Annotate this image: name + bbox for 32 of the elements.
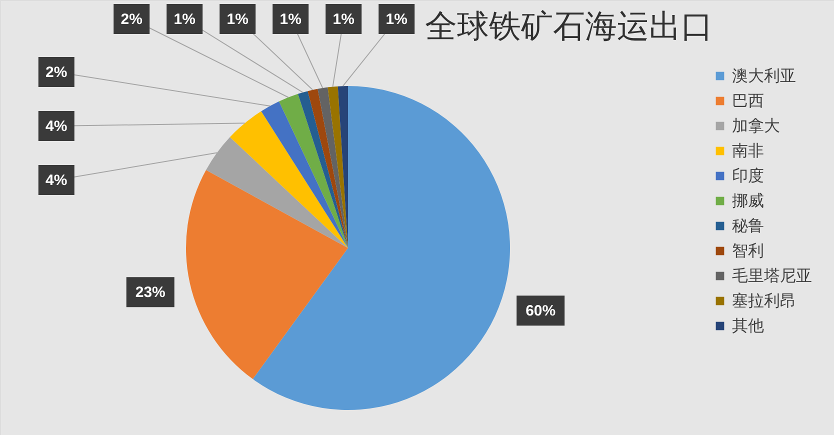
data-label: 2% bbox=[46, 64, 68, 81]
pie-slice bbox=[230, 111, 348, 248]
legend-label: 毛里塔尼亚 bbox=[732, 267, 812, 285]
chart-title: 全球铁矿石海运出口 bbox=[425, 7, 713, 45]
legend-label: 智利 bbox=[732, 242, 764, 260]
data-label: 1% bbox=[280, 11, 302, 28]
legend-label: 加拿大 bbox=[732, 117, 780, 135]
legend-label: 挪威 bbox=[732, 192, 764, 210]
pie-slice bbox=[252, 86, 510, 410]
data-label: 1% bbox=[226, 11, 248, 28]
pie-slice bbox=[279, 94, 348, 248]
pie-slice bbox=[261, 101, 348, 248]
data-label: 4% bbox=[46, 118, 68, 135]
data-label: 1% bbox=[332, 11, 354, 28]
data-label: 23% bbox=[135, 284, 166, 302]
data-label: 60% bbox=[526, 302, 556, 320]
data-label: 1% bbox=[174, 11, 196, 28]
legend-label: 塞拉利昂 bbox=[732, 292, 796, 310]
legend-label: 其他 bbox=[732, 317, 764, 335]
legend-label: 巴西 bbox=[732, 93, 764, 110]
pie-slice bbox=[318, 87, 348, 248]
pie-slice bbox=[308, 88, 348, 248]
legend-label: 澳大利亚 bbox=[732, 67, 796, 85]
legend-label: 秘鲁 bbox=[732, 217, 764, 235]
pie-slice bbox=[298, 91, 348, 248]
data-label: 4% bbox=[46, 172, 68, 189]
pie-slice bbox=[328, 86, 348, 248]
data-label: 1% bbox=[386, 11, 408, 28]
legend-label: 印度 bbox=[732, 167, 764, 185]
pie-slice bbox=[186, 170, 348, 380]
legend-label: 南非 bbox=[732, 142, 764, 160]
data-label: 2% bbox=[120, 11, 142, 28]
